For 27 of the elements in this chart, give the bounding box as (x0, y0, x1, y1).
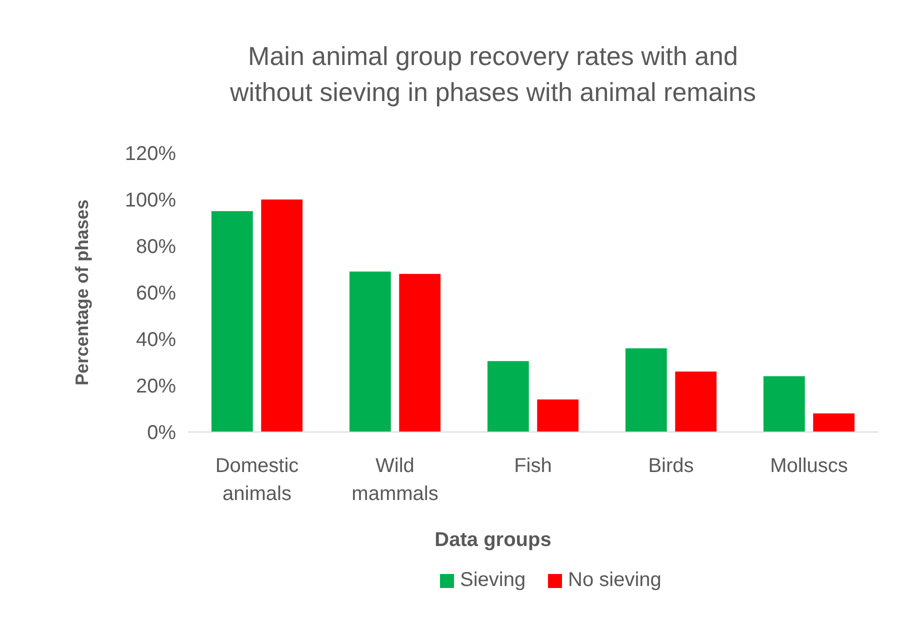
y-tick-label: 20% (136, 376, 176, 398)
bar (211, 211, 253, 432)
legend-label: No sieving (568, 569, 662, 591)
x-tick-label: Molluscs (770, 455, 848, 477)
y-tick-label: 100% (124, 190, 176, 212)
y-axis-title: Percentage of phases (72, 199, 92, 386)
bar (349, 272, 391, 432)
bar (675, 372, 717, 432)
y-tick-label: 80% (136, 236, 176, 258)
bar (487, 361, 529, 432)
y-tick-label: 40% (136, 329, 176, 351)
bar (537, 399, 579, 432)
x-tick-label: Birds (648, 455, 694, 477)
x-tick-label: Fish (514, 455, 552, 477)
bar (763, 376, 805, 432)
x-tick-label: Domestic animals (215, 455, 299, 505)
x-axis-title: Data groups (434, 529, 552, 551)
y-tick-label: 60% (136, 282, 176, 304)
bar (625, 348, 667, 432)
x-tick-label: Wild mammals (352, 455, 438, 505)
y-tick-label: 120% (124, 143, 176, 165)
bar (261, 200, 303, 432)
legend-label: Sieving (460, 569, 526, 591)
chart-title: Main animal group recovery rates with and without sieving in phases with animal remains (228, 41, 756, 107)
y-tick-label: 0% (147, 422, 176, 444)
bar (813, 413, 855, 432)
bar (399, 274, 441, 432)
